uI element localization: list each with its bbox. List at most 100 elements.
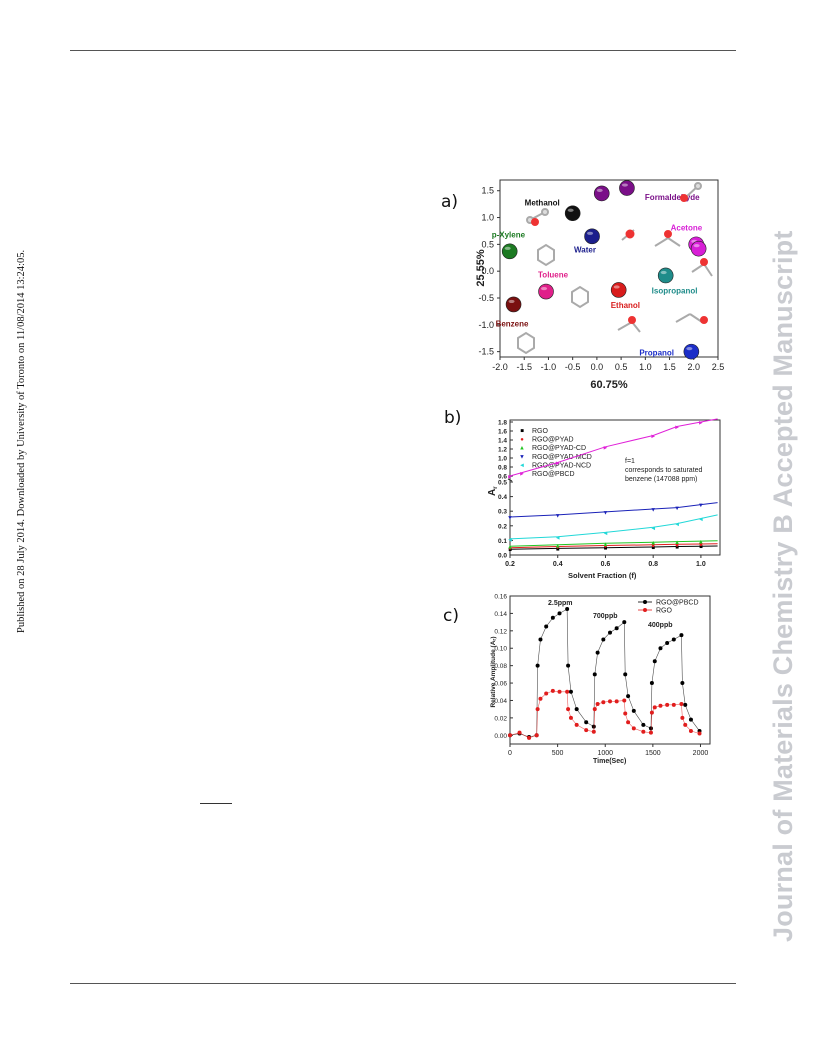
plot-c-point-rgo-pbcd	[565, 607, 570, 612]
plot-b-ytick-label: 1.2	[498, 447, 507, 454]
plot-b-marker-rgo: ■	[651, 545, 655, 551]
plot-c-line-rgo	[509, 690, 700, 739]
footnote-rule	[200, 803, 232, 804]
plot-b-ylabel: Ar	[487, 486, 499, 496]
plot-b-marker-rgo-pyad-ncd: ◄	[555, 535, 561, 541]
plot-a-xtick-label: 1.0	[639, 362, 652, 372]
plot-b-marker-rgo: ■	[699, 545, 703, 551]
plot-c-legend-marker-rgo	[643, 608, 647, 612]
plot-c-point-rgo	[584, 728, 589, 733]
plot-c-point-rgo	[622, 698, 627, 703]
plot-b-legend-marker-rgo-pbcd: ►	[519, 472, 525, 478]
plot-c-point-rgo-pbcd	[584, 720, 589, 725]
plot-c-point-rgo	[614, 699, 619, 704]
plot-c-point-rgo-pbcd	[652, 659, 657, 664]
plot-c-point-rgo	[592, 707, 597, 712]
plot-b-marker-rgo-pyad-cd: ▲	[555, 543, 561, 549]
plot-c-xtick-label: 0	[508, 750, 512, 757]
plot-b-marker-rgo-pyad: ●	[604, 544, 608, 550]
plot-a-xtick-label: 1.5	[663, 362, 676, 372]
plot-b-line-rgo	[509, 545, 718, 550]
plot-b-marker-rgo-pyad-ncd: ◄	[674, 522, 680, 528]
acetone-molecule-icon	[654, 230, 681, 247]
plot-c-point-rgo-pbcd	[623, 672, 628, 677]
plot-a-label-benzene: Benzene	[496, 319, 529, 328]
plot-b-ytick-label: 0.6	[498, 474, 507, 481]
plot-c-ytick-label: 0.10	[494, 646, 507, 653]
plot-a-point-p-xylene	[501, 243, 518, 260]
footer-rule	[70, 983, 736, 984]
plot-b-marker-rgo-pyad: ●	[508, 546, 512, 552]
plot-c-point-rgo-pbcd	[626, 694, 631, 699]
plot-b-marker-rgo-pyad-ncd: ◄	[602, 531, 608, 537]
plot-c-xtick-label: 500	[552, 750, 564, 757]
plot-b-marker-rgo-pyad-cd: ▲	[650, 541, 656, 547]
plot-b-marker-rgo-pyad-cd: ▲	[674, 540, 680, 546]
plot-b-line-rgo-pbcd	[509, 418, 718, 477]
plot-a-xtick-label: 2.0	[688, 362, 701, 372]
plot-b-xtick-label: 0.8	[648, 561, 658, 568]
plot-a-point-highlight	[613, 285, 620, 289]
plot-c-legend-label-rgo-pbcd: RGO@PBCD	[656, 600, 699, 607]
plot-a-point-formaldehyde	[593, 185, 610, 202]
plot-b-marker-rgo-pyad: ●	[651, 543, 655, 549]
plot-b-ytick-label: 0.3	[498, 509, 507, 516]
plot-c-point-rgo	[658, 703, 663, 708]
plot-b-line-rgo-pyad	[509, 543, 718, 549]
panel-label-b: b)	[444, 408, 462, 428]
toluene2-molecule-icon	[571, 285, 589, 309]
plot-a-xtick-label: -1.5	[516, 362, 532, 372]
plot-c-ylabel: Relative Amplitude (Ar)	[490, 636, 498, 707]
plot-b-annotation-3: benzene (147088 ppm)	[625, 476, 697, 483]
plot-c-point-rgo	[679, 701, 684, 706]
plot-c-point-rgo	[544, 691, 549, 696]
plot-c-point-rgo-pbcd	[631, 708, 636, 713]
plot-c-point-rgo	[568, 715, 573, 720]
plot-b-marker-rgo: ■	[604, 546, 608, 552]
water-molecule-icon	[621, 229, 635, 241]
plot-a-ytick-label: 1.5	[481, 186, 494, 196]
plot-a-ytick-label: -1.5	[478, 347, 494, 357]
plot-b-marker-rgo-pyad-mcd: ▼	[698, 503, 704, 509]
plot-a-point-isopropanol	[657, 267, 674, 284]
plot-c-point-rgo-pbcd	[538, 637, 543, 642]
toluene-molecule-icon	[537, 243, 555, 267]
plot-a-point-highlight	[508, 299, 515, 304]
plot-a-label-water: Water	[574, 245, 596, 254]
plot-b-annotation-2: corresponds to saturated	[625, 467, 703, 474]
plot-c-point-rgo	[508, 733, 512, 738]
plot-a-point-ethanol	[610, 282, 627, 298]
plot-c-point-rgo	[648, 730, 653, 735]
plot-a-point-highlight	[693, 244, 700, 248]
plot-b-marker-rgo: ■	[508, 548, 512, 554]
plot-b-frame	[509, 419, 721, 556]
plot-b-legend-marker-rgo-pyad-cd: ▲	[519, 446, 525, 452]
plot-a-point-highlight	[660, 270, 667, 275]
plot-c-point-rgo	[574, 722, 579, 727]
molecule-sketches	[517, 182, 713, 355]
plot-c-point-rgo	[595, 701, 600, 706]
plot-a-point-formaldehyde	[619, 180, 635, 196]
plot-c-point-rgo-pbcd	[622, 620, 627, 625]
plot-a-xtick-label: 2.5	[712, 362, 725, 372]
plot-b-marker-rgo-pyad: ●	[556, 545, 560, 551]
plot-b-marker-rgo-pyad: ●	[675, 543, 679, 549]
plot-a-xtick-label: -0.5	[565, 362, 581, 372]
plot-b-marker-rgo: ■	[556, 547, 560, 553]
plot-b-legend-label-rgo: RGO	[532, 428, 549, 435]
plot-a-point-toluene	[538, 283, 554, 300]
ethanol-molecule-icon	[617, 316, 641, 333]
plot-c-point-rgo-pbcd	[680, 681, 685, 686]
plot-c-point-rgo-pbcd	[557, 611, 562, 616]
plot-b-line-rgo-pyad-cd	[509, 540, 718, 547]
plot-c-ytick-label: 0.12	[494, 628, 507, 635]
plot-c-point-rgo	[534, 733, 539, 738]
plot-a-xtick-label: -1.0	[541, 362, 557, 372]
plot-c-point-rgo	[550, 688, 555, 693]
plot-b-annotation-1: f=1	[625, 458, 635, 465]
plot-c-legend-label-rgo: RGO	[656, 608, 673, 615]
plot-c-point-rgo-pbcd	[544, 624, 549, 629]
plot-b-ytick-label: 0.5	[498, 480, 507, 487]
plot-c-point-rgo	[626, 720, 631, 725]
